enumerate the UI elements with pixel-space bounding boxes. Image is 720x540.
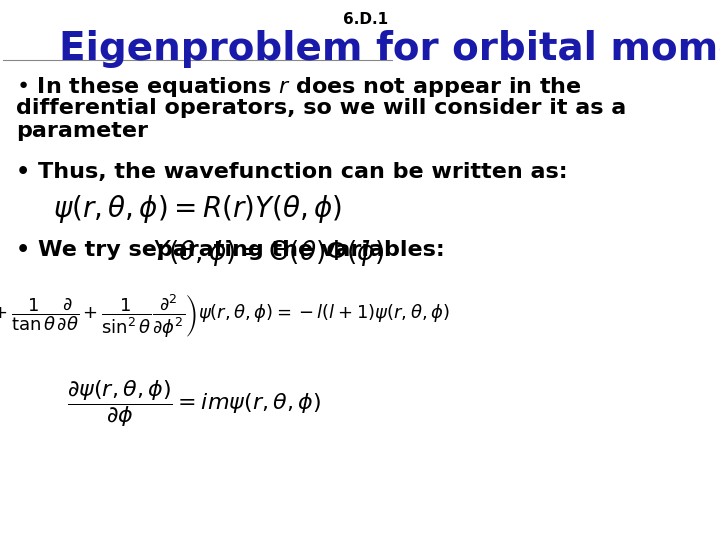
Text: Eigenproblem for orbital momentum: Eigenproblem for orbital momentum [59, 30, 720, 68]
Text: $Y(\theta,\phi) = \Theta(\theta)\Phi(\phi)$: $Y(\theta,\phi) = \Theta(\theta)\Phi(\ph… [153, 238, 384, 268]
Text: 6.D.1: 6.D.1 [343, 12, 388, 27]
Text: $\left(\dfrac{\partial^2}{\partial\theta^2}+\dfrac{1}{\tan\theta}\dfrac{\partial: $\left(\dfrac{\partial^2}{\partial\theta… [0, 292, 450, 339]
Text: • In these equations $r$ does not appear in the: • In these equations $r$ does not appear… [17, 75, 582, 99]
Text: $\psi(r,\theta,\phi) = R(r)Y(\theta,\phi)$: $\psi(r,\theta,\phi) = R(r)Y(\theta,\phi… [53, 193, 342, 225]
Text: • We try separating the variables:: • We try separating the variables: [17, 240, 445, 260]
Text: differential operators, so we will consider it as a: differential operators, so we will consi… [17, 98, 626, 118]
Text: parameter: parameter [17, 121, 148, 141]
Text: $\dfrac{\partial\psi(r,\theta,\phi)}{\partial\phi} = im\psi(r,\theta,\phi)$: $\dfrac{\partial\psi(r,\theta,\phi)}{\pa… [68, 378, 321, 429]
Text: • Thus, the wavefunction can be written as:: • Thus, the wavefunction can be written … [17, 162, 568, 182]
